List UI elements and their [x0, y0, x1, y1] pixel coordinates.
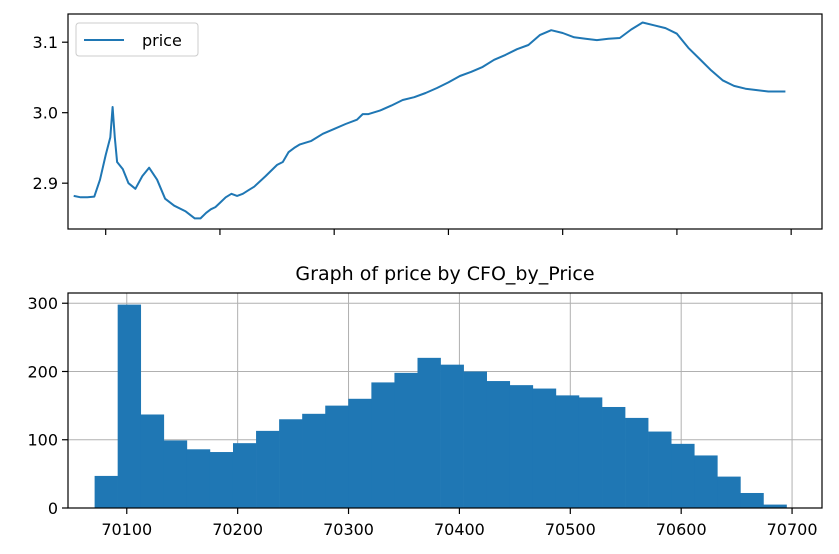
histogram-bar: [417, 357, 441, 508]
histogram-bar: [694, 455, 718, 508]
histogram-bar: [394, 372, 418, 508]
histogram-bar: [94, 475, 118, 508]
histogram-bar: [163, 440, 188, 508]
histogram-bar: [578, 397, 603, 508]
histogram-bar: [440, 364, 464, 508]
bottom-axes-frame: [67, 292, 823, 509]
top-axis-ticks: 2.9 3.0 3.1: [33, 33, 792, 235]
histogram-bar: [117, 304, 142, 508]
histogram-bar: [486, 381, 511, 508]
bottom-xtick-label: 70500: [545, 520, 596, 539]
histogram-bar: [532, 388, 557, 508]
histogram-bar: [555, 395, 580, 508]
histogram-bar: [140, 414, 165, 508]
histogram-bar: [279, 419, 303, 508]
histogram-bar: [648, 431, 672, 508]
bottom-xtick-label: 70600: [656, 520, 707, 539]
histogram-bar: [509, 385, 534, 508]
bottom-xtick-label: 70700: [767, 520, 818, 539]
histogram-bar: [302, 413, 326, 508]
histogram-bar: [463, 371, 487, 508]
histogram-bar: [671, 443, 695, 508]
histogram-bar: [186, 449, 211, 508]
top-ytick-label: 3.0: [33, 104, 58, 123]
histogram-bar: [625, 417, 649, 508]
histogram-bar: [763, 504, 787, 508]
top-axes-frame: [67, 13, 823, 230]
histogram-bar: [740, 492, 764, 508]
price-series-line: [73, 21, 786, 220]
bottom-axis-ticks: 70100 70200 70300 70400 70500 70600 70700 0 100 2…: [27, 294, 817, 539]
bottom-xtick-label: 70300: [323, 520, 374, 539]
top-ytick-label: 3.1: [33, 33, 58, 52]
bottom-xtick-label: 70400: [434, 520, 485, 539]
price-line-panel: 2.9 3.0 3.1 price: [33, 13, 823, 235]
histogram-bar: [717, 476, 741, 508]
bottom-ytick-label: 0: [48, 499, 58, 518]
legend-box: [75, 22, 199, 57]
legend-label-price: price: [142, 31, 182, 50]
legend: price: [75, 22, 199, 57]
histogram-bar: [371, 382, 395, 508]
top-ytick-label: 2.9: [33, 174, 58, 193]
histogram-bar: [325, 405, 349, 508]
bottom-ytick-label: 300: [27, 294, 58, 313]
histogram-bar: [602, 406, 626, 508]
bottom-ytick-label: 100: [27, 431, 58, 450]
bottom-chart-title: Graph of price by CFO_by_Price: [295, 263, 594, 285]
bottom-ytick-label: 200: [27, 362, 58, 381]
histogram-bar: [256, 430, 280, 508]
histogram-bars: [94, 304, 787, 508]
histogram-bar: [209, 452, 234, 508]
histogram-bar: [348, 398, 372, 508]
bottom-xtick-label: 70100: [101, 520, 152, 539]
histogram-bar: [232, 443, 257, 508]
bottom-xtick-label: 70200: [212, 520, 263, 539]
histogram-panel: 70100 70200 70300 70400 70500 70600 70700 0 100 2…: [27, 292, 823, 539]
